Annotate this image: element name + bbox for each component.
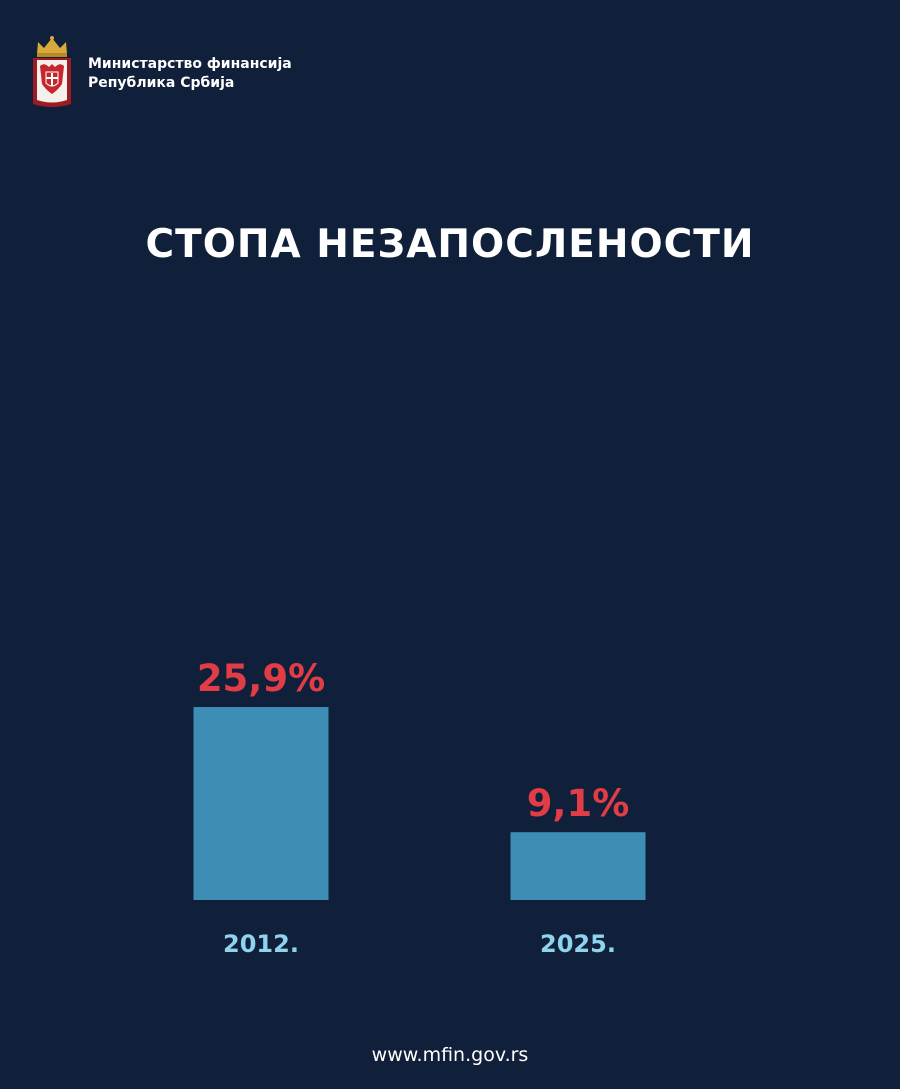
ministry-line2: Република Србија [88, 75, 235, 91]
header: Министарство финансија Република Србија [30, 34, 292, 110]
bar-1 [510, 832, 646, 900]
bar-0 [193, 707, 329, 900]
ministry-name: Министарство финансија Република Србија [88, 55, 292, 93]
chart-title: СТОПА НЕЗАПОСЛЕНОСТИ [145, 222, 755, 267]
category-label-1: 2025. [540, 930, 616, 958]
ministry-line1: Министарство финансија [88, 56, 292, 72]
value-label-1: 9,1% [527, 782, 630, 825]
website-url: www.mfin.gov.rs [371, 1044, 529, 1066]
value-label-0: 25,9% [197, 657, 325, 700]
serbia-coat-of-arms-icon [33, 36, 71, 107]
category-label-0: 2012. [223, 930, 299, 958]
